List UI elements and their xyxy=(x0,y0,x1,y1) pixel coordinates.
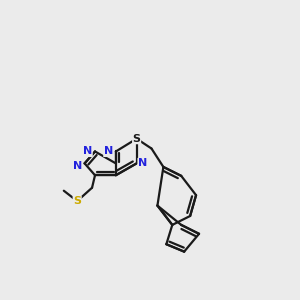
Text: N: N xyxy=(104,146,113,157)
Text: S: S xyxy=(73,196,81,206)
Text: N: N xyxy=(138,158,147,168)
Text: N: N xyxy=(73,161,82,171)
Text: S: S xyxy=(133,134,141,144)
Text: N: N xyxy=(83,146,92,157)
